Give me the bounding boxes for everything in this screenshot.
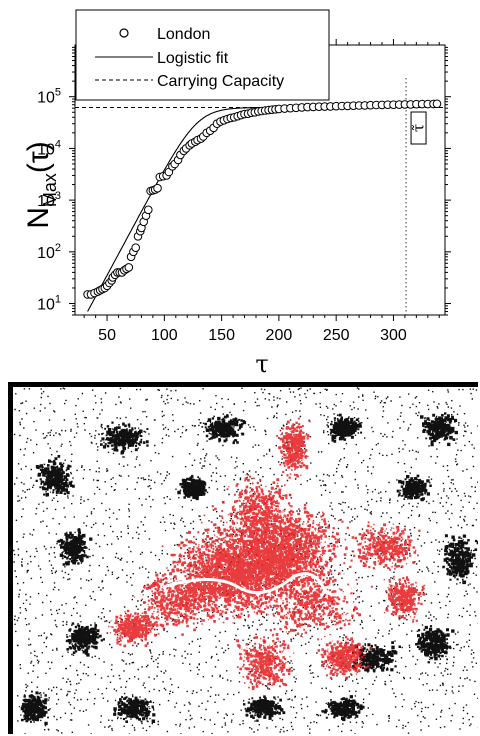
tau-marker: τ̃	[410, 111, 428, 145]
y-label-main: N	[22, 207, 55, 229]
london-map	[8, 382, 478, 734]
y-label-sub: Max	[40, 173, 60, 207]
legend: London Logistic fit Carrying Capacity	[75, 9, 330, 101]
x-tick-label: 100	[151, 327, 178, 344]
svg-text:NMax(τ): NMax(τ)	[22, 141, 60, 229]
x-tick-label: 200	[266, 327, 293, 344]
map-image	[13, 387, 478, 734]
legend-circle-marker	[119, 28, 129, 38]
y-axis-label: NMax(τ)	[22, 141, 60, 229]
x-tick-label: 50	[98, 327, 116, 344]
tau-tilde-box	[410, 111, 427, 145]
data-point	[131, 243, 140, 252]
plot-area: 50 100 150 200 250 300 101 102 103 104 105 τ̃	[37, 39, 451, 344]
data-point	[153, 183, 162, 193]
y-tick-label: 104	[37, 138, 61, 158]
y-tick-label: 102	[37, 242, 61, 262]
y-axis: 101 102 103 104 105	[37, 46, 451, 316]
data-point	[124, 263, 134, 272]
y-label-arg: (τ)	[22, 141, 55, 173]
y-tick-label: 105	[37, 87, 61, 107]
data-point	[432, 99, 442, 109]
x-tick-label: 150	[208, 327, 235, 344]
x-axis-label: τ	[255, 350, 268, 378]
y-tick-label: 103	[37, 190, 61, 210]
x-tick-label: 300	[380, 327, 407, 344]
tau-tilde-label: τ̃	[410, 124, 428, 132]
surrounding-settlements	[13, 387, 478, 734]
logistic-fit-line	[87, 106, 279, 312]
river	[162, 572, 374, 597]
london-urban-cluster	[106, 417, 426, 691]
london-series	[83, 99, 442, 299]
x-tick-label: 250	[323, 327, 350, 344]
data-point	[144, 205, 153, 215]
legend-label-capacity: Carrying Capacity	[157, 73, 284, 90]
legend-label-logistic: Logistic fit	[157, 50, 229, 67]
logistic-fit	[87, 106, 279, 312]
chart: 50 100 150 200 250 300 101 102 103 104 105 τ̃ Lon…	[22, 9, 451, 378]
y-tick-label: 101	[37, 294, 61, 314]
legend-label-london: London	[157, 26, 210, 43]
legend-box	[75, 9, 330, 101]
